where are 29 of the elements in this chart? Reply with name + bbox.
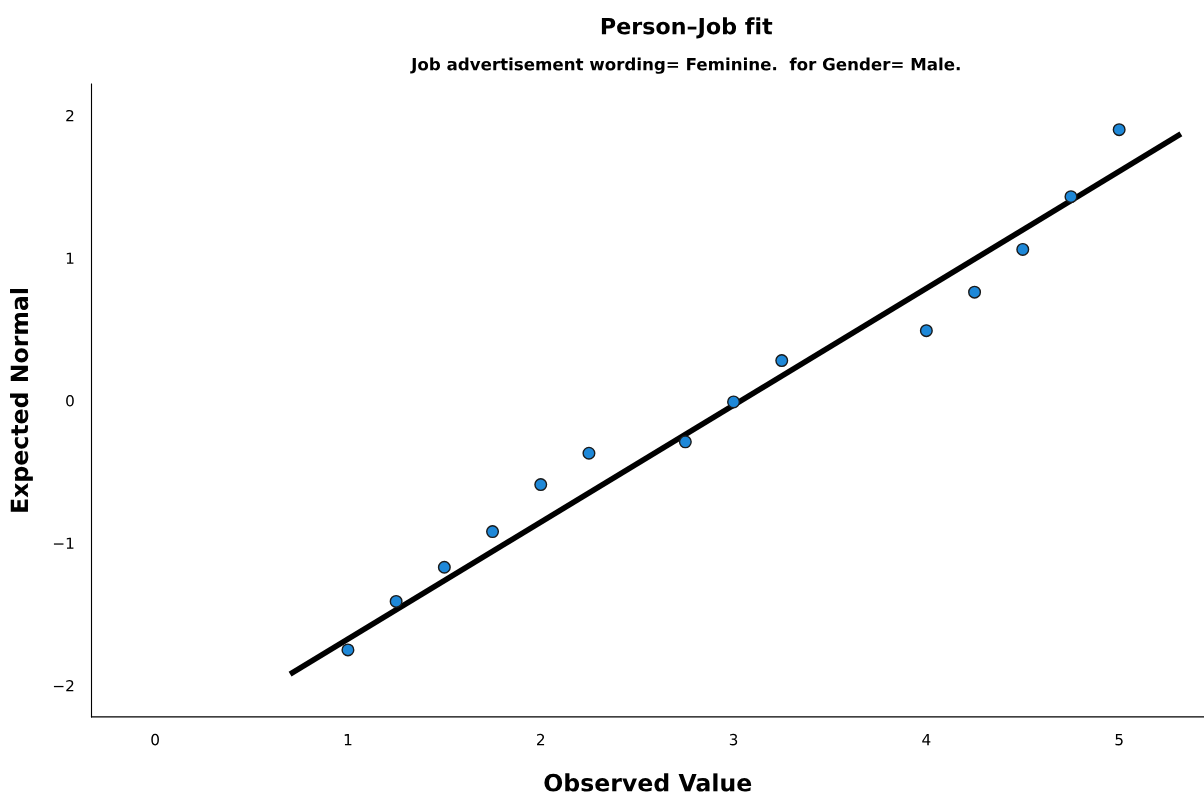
point — [968, 285, 982, 299]
y-tick-label: 0 — [66, 394, 74, 407]
point — [486, 525, 500, 539]
chart-subtitle: Job advertisement wording= Feminine. for Gender= Male. — [410, 57, 960, 74]
chart-title: Person–Job fit — [601, 17, 773, 39]
x-tick-label: 2 — [537, 733, 545, 746]
point — [775, 354, 789, 368]
y-tick-label: −1 — [53, 537, 74, 549]
point — [1112, 123, 1126, 137]
point — [389, 594, 403, 608]
point — [1016, 242, 1030, 256]
x-tick-label: 0 — [151, 733, 159, 746]
point — [727, 395, 741, 409]
point — [678, 435, 692, 449]
x-tick-label: 3 — [729, 733, 738, 746]
point — [534, 478, 548, 492]
x-tick-label: 5 — [1115, 734, 1123, 746]
x-tick-label: 4 — [922, 734, 931, 746]
y-tick-label: 2 — [66, 109, 74, 122]
y-tick-label: −2 — [53, 680, 74, 692]
x-axis-title: Observed Value — [544, 773, 752, 792]
point — [1064, 190, 1078, 204]
x-tick-label: 1 — [344, 734, 352, 746]
y-tick-label: 1 — [66, 252, 74, 264]
point — [341, 643, 355, 657]
point — [582, 446, 596, 460]
point — [919, 324, 933, 338]
point — [437, 560, 451, 574]
y-axis-title: Expected Normal — [10, 289, 33, 512]
